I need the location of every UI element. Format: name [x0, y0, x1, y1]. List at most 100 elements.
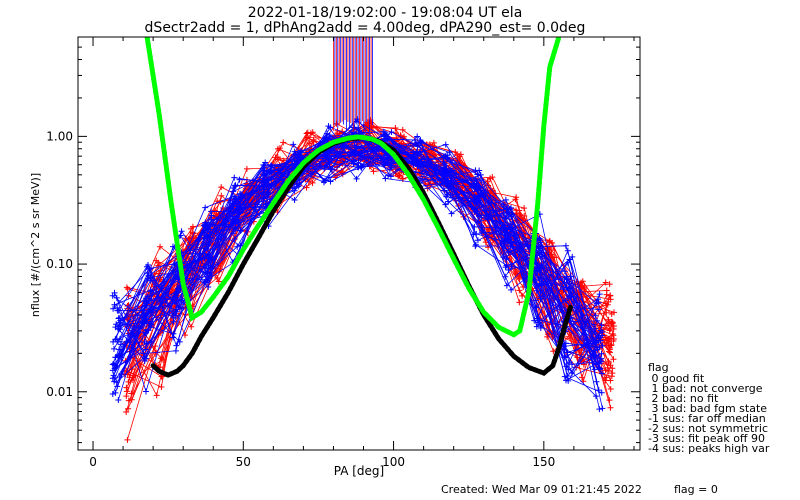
blue-data-point	[236, 190, 243, 197]
blue-data-point	[291, 196, 298, 203]
legend-item-no-fit: 2 bad: no fit	[648, 392, 719, 405]
blue-data-point	[568, 361, 575, 368]
blue-data-point	[596, 406, 603, 413]
blue-data-point	[290, 141, 297, 148]
blue-data-point	[471, 177, 478, 184]
blue-data-point	[533, 287, 540, 294]
legend-title: flag	[648, 361, 669, 374]
blue-data-point	[475, 184, 482, 191]
blue-data-point	[264, 195, 271, 202]
blue-data-point	[237, 227, 244, 234]
blue-data-point	[388, 128, 395, 135]
red-data-point	[607, 292, 614, 299]
blue-data-point	[599, 370, 606, 377]
red-data-point	[607, 404, 614, 411]
red-data-point	[157, 243, 164, 250]
blue-data-point	[595, 364, 602, 371]
blue-data-point	[236, 176, 243, 183]
blue-data-point	[598, 322, 605, 329]
blue-data-point	[534, 315, 541, 322]
blue-data-point	[599, 329, 606, 336]
blue-data-point	[326, 134, 333, 141]
red-data-point	[606, 281, 613, 288]
blue-data-point	[238, 203, 245, 210]
legend-item-peaks-high-var: -4 sus: peaks high var	[648, 442, 770, 455]
blue-data-point	[564, 259, 571, 266]
blue-data-point	[292, 151, 299, 158]
red-data-point	[606, 327, 613, 334]
blue-data-point	[353, 175, 360, 182]
blue-data-point	[142, 388, 149, 395]
x-axis-label: PA [deg]	[334, 464, 384, 478]
red-data-point	[606, 335, 613, 342]
red-data-point	[602, 279, 609, 286]
blue-data-point	[289, 185, 296, 192]
blue-data-point	[172, 274, 179, 281]
blue-data-point	[230, 230, 237, 237]
blue-data-point	[142, 312, 149, 319]
blue-data-point	[323, 134, 330, 141]
blue-data-point	[561, 373, 568, 380]
blue-data-point	[113, 321, 120, 328]
blue-data-point	[237, 198, 244, 205]
red-data-point	[610, 356, 617, 363]
red-data-point	[516, 299, 523, 306]
blue-data-point	[502, 232, 509, 239]
blue-data-point	[598, 389, 605, 396]
blue-data-point	[503, 255, 510, 262]
blue-data-point	[208, 212, 215, 219]
blue-data-point	[387, 173, 394, 180]
blue-data-point	[385, 154, 392, 161]
y-tick-label: 1.00	[46, 129, 73, 143]
blue-data-point	[232, 225, 239, 232]
red-data-point	[214, 274, 221, 281]
blue-data-point	[148, 297, 155, 304]
blue-data-point	[382, 175, 389, 182]
blue-data-point	[411, 137, 418, 144]
legend-item-far-off-median: -1 sus: far off median	[648, 412, 766, 425]
blue-data-point	[590, 321, 597, 328]
blue-data-point	[207, 254, 214, 261]
red-data-point	[123, 388, 130, 395]
blue-data-point	[478, 227, 485, 234]
blue-data-point	[328, 166, 335, 173]
red-data-point	[392, 125, 399, 132]
red-data-point	[218, 184, 225, 191]
blue-data-point	[114, 307, 121, 314]
blue-data-point	[472, 241, 479, 248]
red-data-point	[602, 300, 609, 307]
blue-data-point	[533, 304, 540, 311]
blue-data-point	[143, 298, 150, 305]
blue-data-point	[142, 295, 149, 302]
blue-data-point	[444, 191, 451, 198]
blue-data-point	[502, 196, 509, 203]
legend-item-fit-peak-off-90: -3 sus: fit peak off 90	[648, 432, 765, 445]
y-axis-label: nflux [#/(cm^2 s sr MeV)]	[29, 173, 42, 317]
blue-data-point	[414, 148, 421, 155]
created-timestamp: Created: Wed Mar 09 01:21:45 2022	[441, 483, 642, 496]
legend-item-good-fit: 0 good fit	[648, 372, 705, 385]
red-data-point	[579, 278, 586, 285]
red-data-point	[608, 320, 615, 327]
blue-data-point	[178, 228, 185, 235]
blue-data-point	[110, 305, 117, 312]
blue-data-point	[566, 256, 573, 263]
blue-data-point	[384, 160, 391, 167]
blue-data-point	[326, 174, 333, 181]
blue-data-point	[147, 338, 154, 345]
blue-data-point	[537, 239, 544, 246]
red-data-point	[124, 302, 131, 309]
blue-data-point	[595, 306, 602, 313]
red-data-point	[605, 358, 612, 365]
red-data-point	[489, 174, 496, 181]
blue-data-point	[593, 300, 600, 307]
blue-data-point	[598, 350, 605, 357]
red-data-point	[456, 153, 463, 160]
blue-data-point	[418, 158, 425, 165]
flag-value: flag = 0	[674, 483, 718, 496]
blue-data-point	[381, 129, 388, 136]
red-data-point	[123, 284, 130, 291]
blue-data-point	[327, 178, 334, 185]
blue-data-point	[417, 137, 424, 144]
blue-data-point	[410, 162, 417, 169]
